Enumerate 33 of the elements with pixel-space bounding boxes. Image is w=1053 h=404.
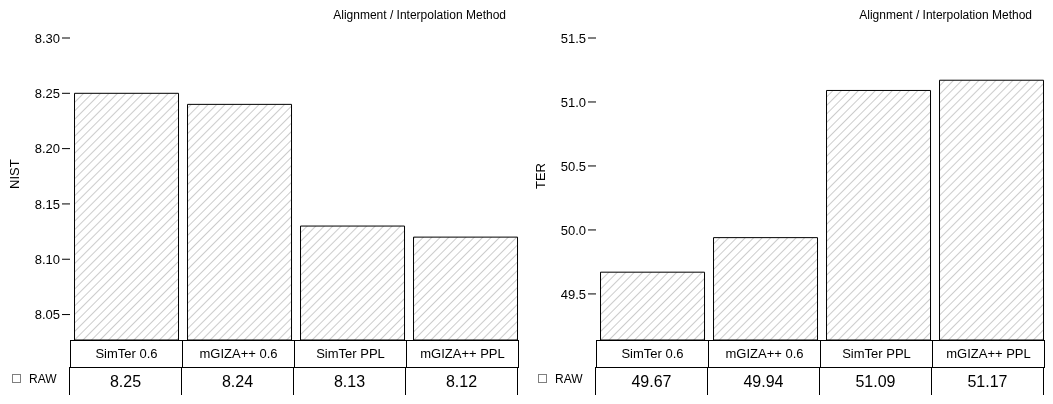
y-tick-label: 8.25 bbox=[34, 85, 60, 101]
y-tick-label: 8.05 bbox=[34, 307, 60, 323]
y-tick-label: 51.5 bbox=[560, 30, 586, 46]
x-tick-label: SimTer 0.6 bbox=[70, 340, 183, 368]
x-tick-label: mGIZA++ PPL bbox=[406, 340, 519, 368]
data-label: 51.17 bbox=[931, 367, 1044, 395]
data-label: 8.25 bbox=[69, 367, 182, 395]
text: RAW bbox=[28, 372, 57, 386]
data-label: 8.24 bbox=[181, 367, 294, 395]
data-label: 8.12 bbox=[405, 367, 518, 395]
y-tick-label: 8.10 bbox=[34, 251, 60, 267]
chart-title: Alignment / Interpolation Method bbox=[332, 8, 507, 24]
x-tick-label: mGIZA++ PPL bbox=[932, 340, 1045, 368]
y-tick-label: 8.15 bbox=[34, 196, 60, 212]
y-axis-title: NIST bbox=[6, 159, 22, 189]
x-tick-label: mGIZA++ 0.6 bbox=[182, 340, 295, 368]
y-tick-label: 49.5 bbox=[560, 286, 586, 302]
x-tick-label: SimTer PPL bbox=[820, 340, 933, 368]
data-label: 51.09 bbox=[819, 367, 932, 395]
y-tick-label: 51.0 bbox=[560, 94, 586, 110]
y-tick-label: 8.30 bbox=[34, 30, 60, 46]
y-tick-label: 50.5 bbox=[560, 158, 586, 174]
x-tick-label: SimTer 0.6 bbox=[596, 340, 709, 368]
text: RAW bbox=[554, 372, 583, 386]
y-tick-label: 50.0 bbox=[560, 222, 586, 238]
data-label: 49.67 bbox=[595, 367, 708, 395]
y-tick-label: 8.20 bbox=[34, 141, 60, 157]
chart-title: Alignment / Interpolation Method bbox=[858, 8, 1033, 24]
data-label: 8.13 bbox=[293, 367, 406, 395]
data-label: 49.94 bbox=[707, 367, 820, 395]
x-tick-label: SimTer PPL bbox=[294, 340, 407, 368]
x-tick-label: mGIZA++ 0.6 bbox=[708, 340, 821, 368]
y-axis-title: TER bbox=[532, 163, 548, 189]
